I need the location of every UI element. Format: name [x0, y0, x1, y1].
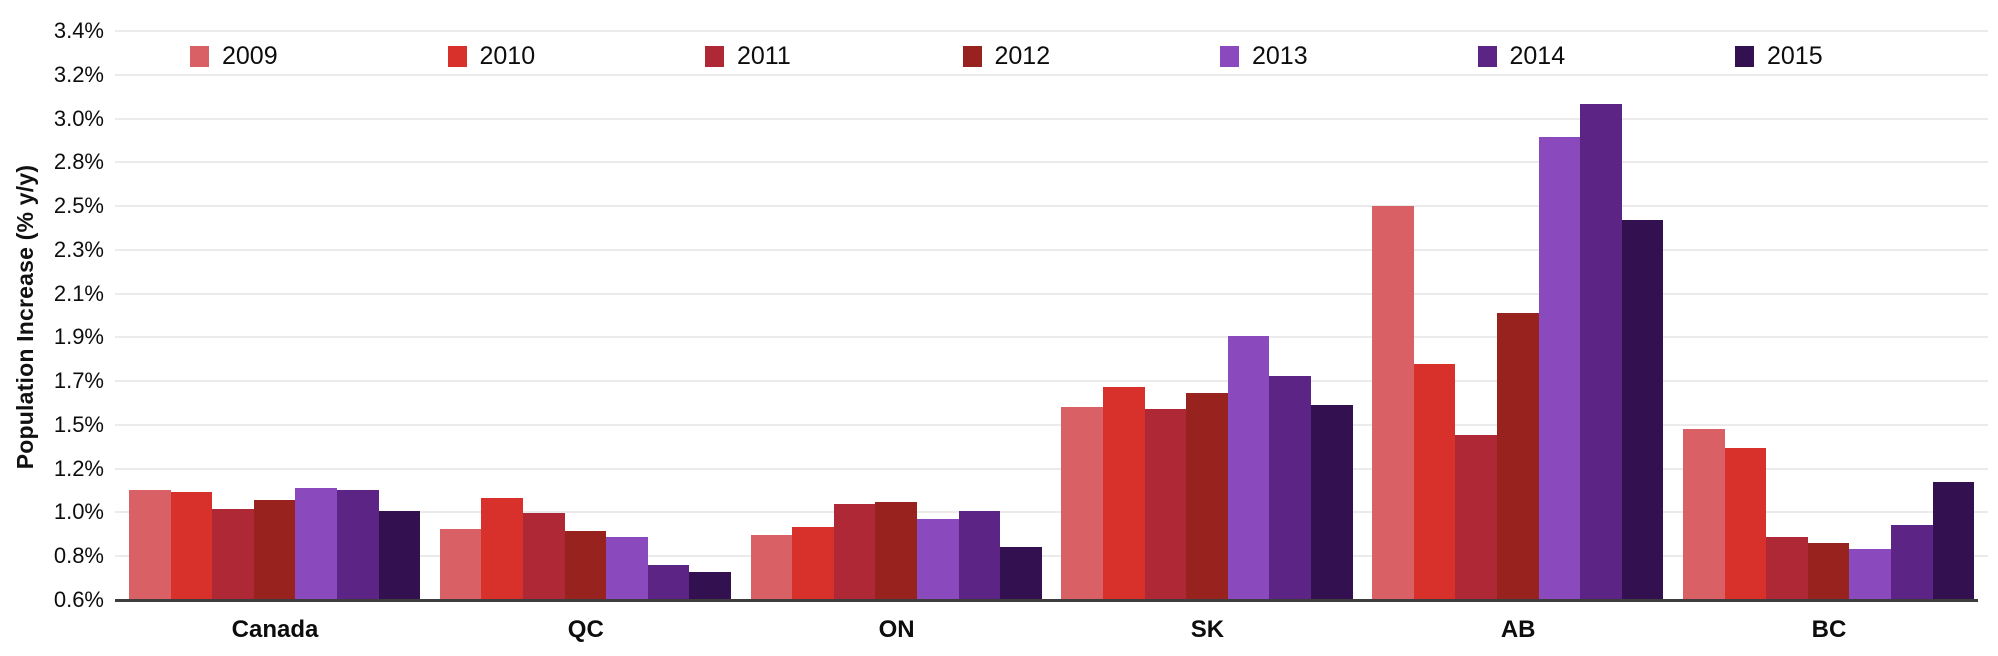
x-axis-line [115, 599, 1978, 602]
y-tick-label: 1.9% [53, 324, 104, 350]
bar-2014-AB [1580, 104, 1622, 600]
legend-swatch-2009 [190, 45, 209, 67]
bar-2012-Canada [253, 500, 296, 600]
bar-2009-QC [439, 528, 482, 600]
gridline [115, 73, 1988, 76]
category-label-Canada: Canada [231, 616, 319, 643]
legend-item-2012: 2012 [962, 41, 1051, 70]
bar-2012-QC [564, 530, 607, 600]
legend-swatch-2012 [962, 45, 982, 67]
legend-swatch-2013 [1220, 45, 1239, 67]
gridline [115, 30, 1988, 32]
gridline [115, 205, 1988, 208]
bar-2015-SK [1311, 404, 1353, 600]
bar-2013-SK [1227, 335, 1270, 600]
bar-2015-AB [1621, 219, 1664, 600]
gridline [115, 336, 1988, 339]
bar-2012-ON [875, 502, 917, 600]
y-tick-label: 1.7% [53, 368, 104, 394]
bar-2014-QC [647, 565, 690, 600]
category-label-ON: ON [878, 616, 915, 643]
bar-2009-Canada [129, 490, 171, 600]
bar-2009-BC [1683, 429, 1725, 600]
legend-swatch-2011 [705, 45, 724, 67]
y-tick-label: 0.6% [53, 587, 104, 612]
bar-2014-BC [1891, 524, 1933, 600]
bar-2009-ON [750, 534, 793, 600]
category-label-BC: BC [1811, 616, 1847, 643]
bar-2013-ON [917, 518, 959, 600]
gridline [115, 467, 1988, 470]
y-tick-label: 2.8% [53, 149, 104, 175]
bar-2012-BC [1807, 543, 1850, 600]
bar-2015-QC [689, 571, 731, 600]
bar-2010-QC [481, 498, 523, 600]
bar-2015-BC [1932, 482, 1975, 600]
bar-2015-ON [1000, 547, 1042, 600]
legend-swatch-2010 [447, 45, 467, 67]
category-label-QC: QC [567, 616, 604, 643]
y-tick-label: 0.8% [53, 543, 104, 569]
y-tick-label: 2.3% [53, 236, 104, 262]
y-tick-label: 1.2% [53, 455, 104, 481]
bar-2013-AB [1538, 136, 1581, 600]
legend-label-2011: 2011 [737, 41, 791, 70]
gridline [115, 248, 1988, 251]
legend-label-2012: 2012 [994, 41, 1051, 70]
legend-label-2009: 2009 [222, 41, 278, 70]
bar-2012-SK [1186, 392, 1228, 600]
y-tick-label: 3.4% [53, 18, 104, 43]
bar-2013-BC [1849, 549, 1891, 600]
bar-2013-Canada [295, 488, 337, 600]
bar-2009-AB [1372, 205, 1414, 600]
y-tick-label: 2.5% [53, 193, 104, 219]
category-label-AB: AB [1500, 616, 1536, 643]
legend-item-2010: 2010 [447, 41, 536, 70]
legend-swatch-2014 [1477, 45, 1497, 67]
bar-2014-ON [958, 510, 1001, 600]
bar-2010-Canada [170, 492, 213, 600]
bar-2009-SK [1061, 406, 1103, 600]
legend-label-2015: 2015 [1767, 41, 1823, 70]
gridline [115, 292, 1988, 295]
gridline [115, 117, 1988, 120]
bar-2010-AB [1413, 364, 1456, 600]
bar-2011-ON [833, 504, 876, 600]
bar-2011-QC [523, 512, 565, 600]
gridline [115, 423, 1988, 426]
bar-2011-Canada [212, 508, 254, 600]
bar-2014-SK [1269, 376, 1311, 600]
legend-label-2010: 2010 [479, 41, 536, 70]
gridline [115, 511, 1988, 514]
legend-item-2014: 2014 [1477, 41, 1566, 70]
bar-2011-AB [1455, 435, 1497, 600]
legend-item-2013: 2013 [1220, 41, 1308, 70]
category-label-SK: SK [1190, 616, 1225, 643]
y-tick-label: 3.0% [53, 105, 104, 131]
y-tick-label: 2.1% [53, 280, 104, 306]
y-tick-label: 1.5% [53, 411, 104, 437]
y-tick-label: 1.0% [53, 499, 104, 525]
legend-item-2011: 2011 [705, 41, 791, 70]
bar-2010-ON [792, 526, 834, 600]
legend-label-2014: 2014 [1509, 41, 1566, 70]
bar-2010-SK [1103, 386, 1145, 600]
gridline [115, 555, 1988, 558]
gridline [115, 161, 1988, 164]
bar-2013-QC [606, 537, 648, 600]
y-tick-label: 3.2% [53, 61, 104, 87]
bar-2012-AB [1497, 313, 1539, 600]
legend-item-2015: 2015 [1735, 41, 1823, 70]
gridline [115, 380, 1988, 383]
legend-swatch-2015 [1735, 45, 1754, 67]
bar-2011-BC [1766, 537, 1808, 600]
bar-2011-SK [1144, 408, 1187, 600]
bar-2010-BC [1724, 447, 1767, 600]
legend-label-2013: 2013 [1252, 41, 1308, 70]
legend-item-2009: 2009 [190, 41, 278, 70]
bar-2014-Canada [337, 490, 379, 600]
bar-2015-Canada [378, 510, 421, 600]
